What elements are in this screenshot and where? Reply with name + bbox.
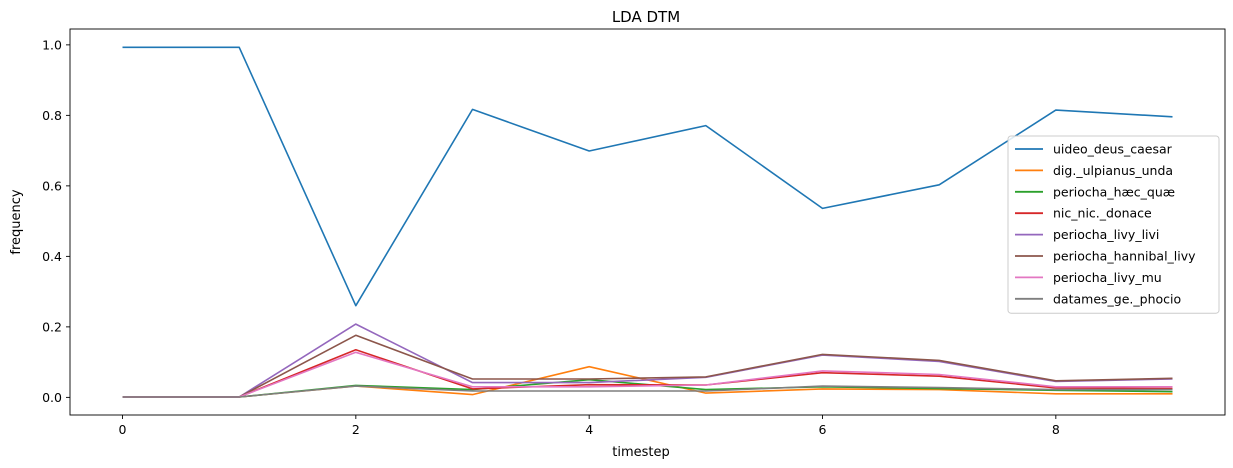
legend: uideo_deus_caesar dig._ulpianus_undaperio… <box>1007 135 1220 314</box>
y-tick-label: 0.4 <box>42 249 62 264</box>
y-tick-label: 0.0 <box>42 390 62 405</box>
y-tick-label: 1.0 <box>42 37 62 52</box>
axes: 0 2 4 6 8 0.0 0.2 0.4 0.6 0.8 1.0 <box>42 28 1226 437</box>
legend-label: periocha_hæc_quæ <box>1053 184 1175 199</box>
legend-label: periocha_hannibal_livy <box>1053 249 1196 264</box>
x-tick-label: 0 <box>119 422 127 437</box>
y-axis-label: frequency <box>9 189 24 255</box>
chart-title: LDA DTM <box>612 8 680 26</box>
series-line-3 <box>122 348 1173 398</box>
y-tick-label: 0.2 <box>42 319 62 334</box>
x-tick-label: 4 <box>585 422 593 437</box>
legend-label: periocha_livy_mu <box>1053 270 1162 285</box>
legend-label: periocha_livy_livi <box>1053 227 1159 242</box>
legend-label: uideo_deus_caesar <box>1053 142 1173 157</box>
legend-label: dig._ulpianus_unda <box>1053 163 1173 178</box>
x-tick-label: 6 <box>819 422 827 437</box>
x-axis-label: timestep <box>612 445 670 460</box>
series-line-6 <box>122 351 1173 398</box>
legend-label: datames_ge._phocio <box>1053 291 1181 306</box>
legend-box <box>1007 135 1220 314</box>
axes-frame <box>69 28 1226 416</box>
series-line-4 <box>122 323 1173 398</box>
x-tick-label: 2 <box>352 422 360 437</box>
series-line-5 <box>122 334 1173 398</box>
plot-area <box>122 46 1173 398</box>
y-tick-label: 0.8 <box>42 108 62 123</box>
series-line-7 <box>122 385 1173 398</box>
y-tick-label: 0.6 <box>42 178 62 193</box>
x-tick-label: 8 <box>1052 422 1060 437</box>
legend-label: nic_nic._donace <box>1053 206 1152 221</box>
series-line-0 <box>122 46 1173 307</box>
